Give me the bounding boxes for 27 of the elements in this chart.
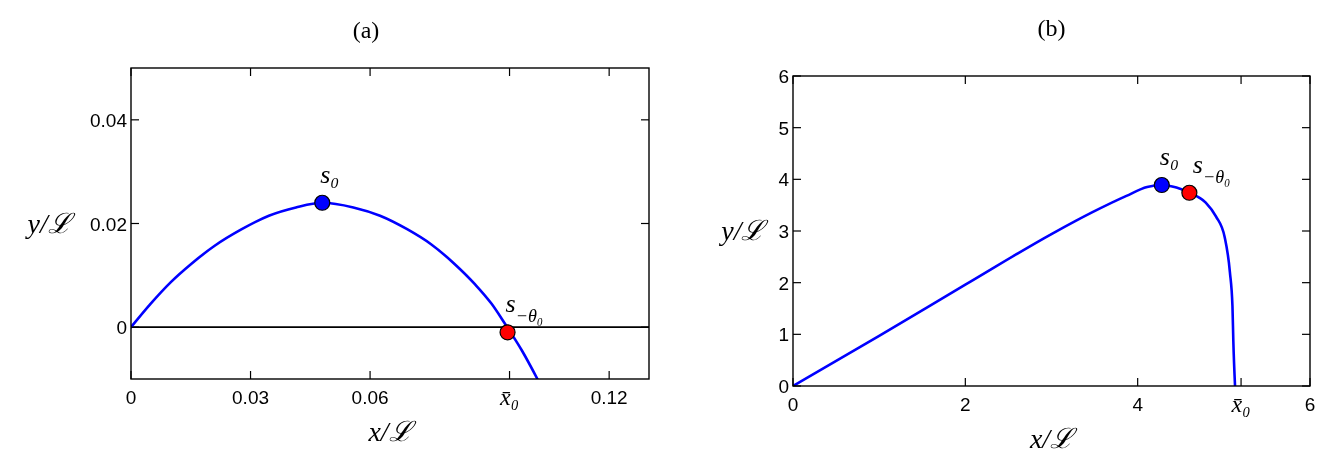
x-tick-label: 0.06 bbox=[351, 386, 389, 408]
y-axis-title: y/ℒ bbox=[718, 215, 770, 246]
x-tick-label: 4 bbox=[1132, 393, 1144, 415]
x-tick-label: 2 bbox=[960, 393, 971, 415]
x-axis-title: x/ℒ bbox=[367, 416, 417, 447]
x-tick-label: x̄₀ bbox=[499, 384, 520, 410]
x-tick-label: 6 bbox=[1304, 393, 1316, 415]
x-axis-title: x/ℒ bbox=[1028, 423, 1079, 454]
y-tick-label: 1 bbox=[778, 323, 789, 345]
series-label: s₀ bbox=[1159, 142, 1179, 172]
y-tick-label: 5 bbox=[778, 117, 789, 139]
y-tick-label: 0 bbox=[116, 316, 127, 338]
chart-title: (a) bbox=[352, 17, 380, 43]
series-label: s$_{−θ₀}$ bbox=[1192, 149, 1231, 187]
y-tick-label: 4 bbox=[778, 168, 790, 190]
y-tick-label: 0.04 bbox=[90, 109, 128, 131]
y-tick-label: 2 bbox=[778, 272, 789, 294]
y-tick-label: 3 bbox=[778, 220, 789, 242]
chart-title: (b) bbox=[1037, 15, 1066, 41]
y-tick-label: 6 bbox=[778, 65, 789, 87]
y-axis-title: y/ℒ bbox=[24, 207, 76, 239]
y-tick-label: 0.02 bbox=[90, 213, 127, 234]
x-tick-label: x̄₀ bbox=[1230, 391, 1251, 417]
series-label: s$_{−θ₀}$ bbox=[505, 289, 544, 327]
series-label: s₀ bbox=[320, 159, 340, 189]
x-tick-label: 0.03 bbox=[232, 386, 270, 408]
x-tick-label: 0.12 bbox=[590, 386, 628, 408]
